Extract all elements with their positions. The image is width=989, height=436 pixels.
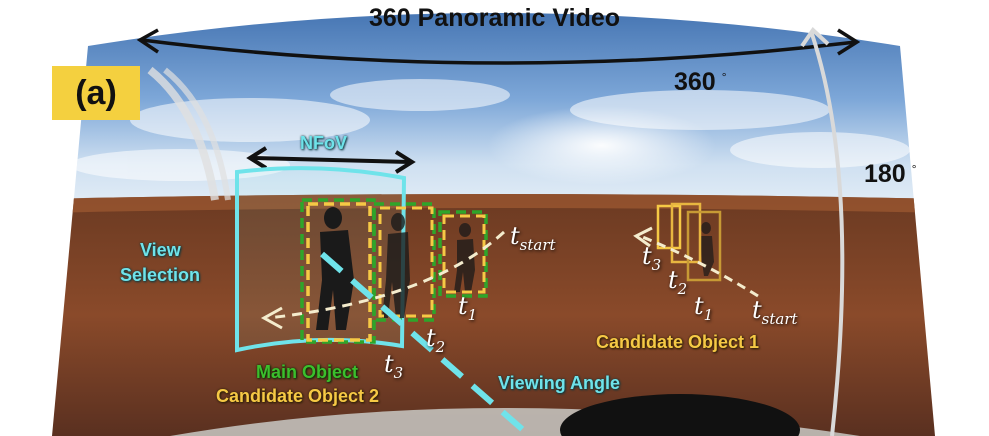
viewing-angle-line: [320, 251, 532, 436]
vertical-180-arc: [810, 33, 845, 436]
horizontal-degree-label: 360 °: [674, 68, 727, 96]
candidate-object-2-box-t3: [306, 202, 372, 342]
main-object-box-t2: [372, 202, 436, 322]
main-t2-label: t2: [426, 324, 446, 356]
candidate-object-1-trajectory: [639, 234, 759, 298]
candidate-object-1-box-t2: [670, 202, 702, 264]
candidate-object-1-box-t1: [686, 210, 722, 282]
nfov-viewing-window: [235, 166, 407, 353]
nfov-label: NFoV: [300, 133, 347, 153]
figure-title: 360 Panoramic Video: [368, 4, 621, 32]
horizontal-360-arc: [141, 38, 857, 65]
candidate-object-1-label: Candidate Object 1: [596, 332, 760, 352]
panel-label: (a): [52, 66, 140, 120]
vertical-degree-label: 180 °: [864, 160, 917, 188]
candidate-1-t3-label: t3: [642, 242, 662, 274]
candidate-1-t2-label: t2: [668, 266, 688, 298]
candidate-1-tstart-label: tstart: [752, 296, 798, 328]
main-object-box-t3: [300, 198, 376, 344]
candidate-1-t1-label: t1: [694, 292, 714, 324]
viewing-angle-label: Viewing Angle: [498, 373, 621, 393]
camera-mount: [560, 394, 800, 436]
main-t1-label: t1: [458, 292, 478, 324]
candidate-object-2-box-t1: [442, 214, 486, 294]
main-tstart-label: tstart: [510, 222, 556, 254]
main-object-label: Main Object: [256, 362, 359, 382]
main-t3-label: t3: [384, 350, 404, 382]
candidate-object-2-label: Candidate Object 2: [216, 386, 380, 406]
candidate-object-1-box-t3: [656, 204, 682, 250]
ground: [52, 194, 935, 436]
view-selection-line1: View: [140, 240, 181, 260]
main-object-box-t1: [438, 210, 488, 298]
candidate-object-2-box-t2: [378, 206, 434, 318]
main-object-trajectory: [267, 230, 506, 320]
view-selection-line2: Selection: [120, 265, 201, 285]
nfov-arrow: [251, 156, 411, 164]
